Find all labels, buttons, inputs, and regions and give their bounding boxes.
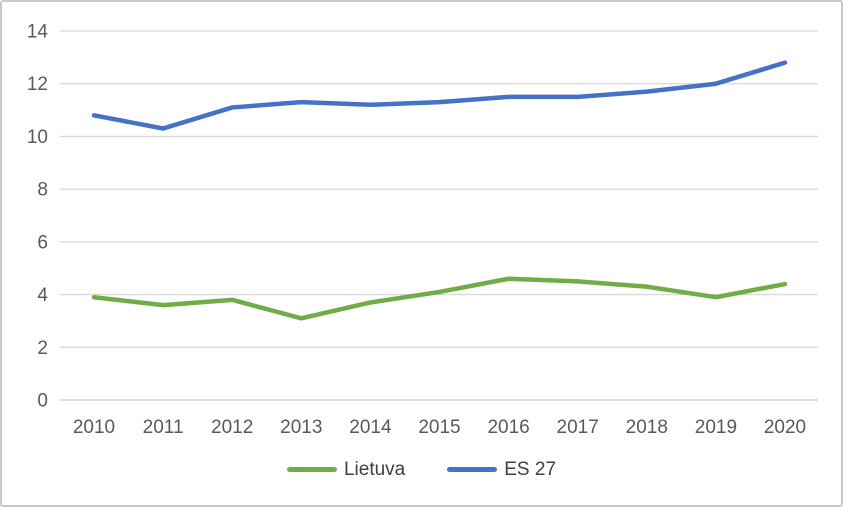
x-axis-tick-label: 2018 (626, 417, 668, 438)
y-axis-tick-label: 2 (37, 338, 48, 359)
y-axis-tick-label: 14 (27, 22, 49, 43)
x-axis-tick-label: 2011 (143, 417, 184, 438)
legend-item-es27: ES 27 (447, 460, 556, 479)
legend-item-lietuva: Lietuva (286, 459, 406, 480)
x-axis-tick-label: 2014 (349, 417, 392, 438)
x-axis-tick-label: 2020 (764, 417, 806, 438)
x-axis-tick-label: 2017 (557, 417, 599, 438)
x-axis-tick-label: 2016 (487, 417, 529, 438)
series-line-es-27 (91, 60, 788, 131)
y-axis-tick-label: 6 (37, 232, 48, 253)
y-axis-tick-label: 10 (27, 127, 48, 148)
legend-label-lietuva: Lietuva (343, 459, 406, 480)
x-axis-tick-label: 2013 (280, 417, 322, 438)
y-axis-tick-label: 4 (37, 285, 48, 306)
es27-line-swatch (447, 467, 498, 472)
x-axis-tick-label: 2019 (695, 417, 737, 438)
lietuva-line-swatch (286, 467, 337, 472)
x-axis-tick-label: 2010 (73, 417, 115, 438)
x-axis-tick-label: 2012 (211, 417, 253, 438)
legend-label-es27: ES 27 (504, 459, 557, 480)
y-axis-tick-label: 0 (37, 391, 48, 412)
y-axis-tick-label: 12 (27, 74, 48, 95)
y-axis-tick-label: 8 (37, 180, 48, 201)
line-chart: 0 2 4 6 8 10 12 14 2010 2011 2012 2013 2014 2015 2016 2… (27, 22, 818, 438)
legend: Lietuva ES 27 (2, 460, 841, 479)
series-line-lietuva (91, 276, 788, 321)
x-axis-tick-label: 2015 (418, 417, 460, 438)
